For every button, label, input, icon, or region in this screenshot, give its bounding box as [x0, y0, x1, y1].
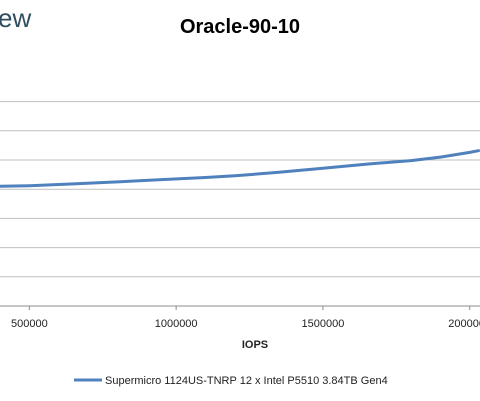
series-line-1 [0, 149, 480, 188]
watermark-logo-text: ew [0, 3, 31, 33]
chart-title: Oracle-90-10 [180, 16, 300, 38]
x-tick-label-2: 1000000 [155, 318, 198, 330]
x-axis-label: IOPS [242, 339, 268, 351]
x-tick-label-3: 1500000 [302, 318, 345, 330]
series-lines [0, 149, 480, 188]
x-tick-label-4: 2000000 [448, 318, 480, 330]
gridlines [0, 101, 480, 278]
legend: Supermicro 1124US-TNRP 12 x Intel P5510 … [74, 375, 388, 387]
legend-label-series-1: Supermicro 1124US-TNRP 12 x Intel P5510 … [105, 375, 388, 387]
x-tick-label-1: 500000 [11, 318, 48, 330]
x-tick-labels: 500000 1000000 1500000 2000000 [11, 306, 480, 330]
